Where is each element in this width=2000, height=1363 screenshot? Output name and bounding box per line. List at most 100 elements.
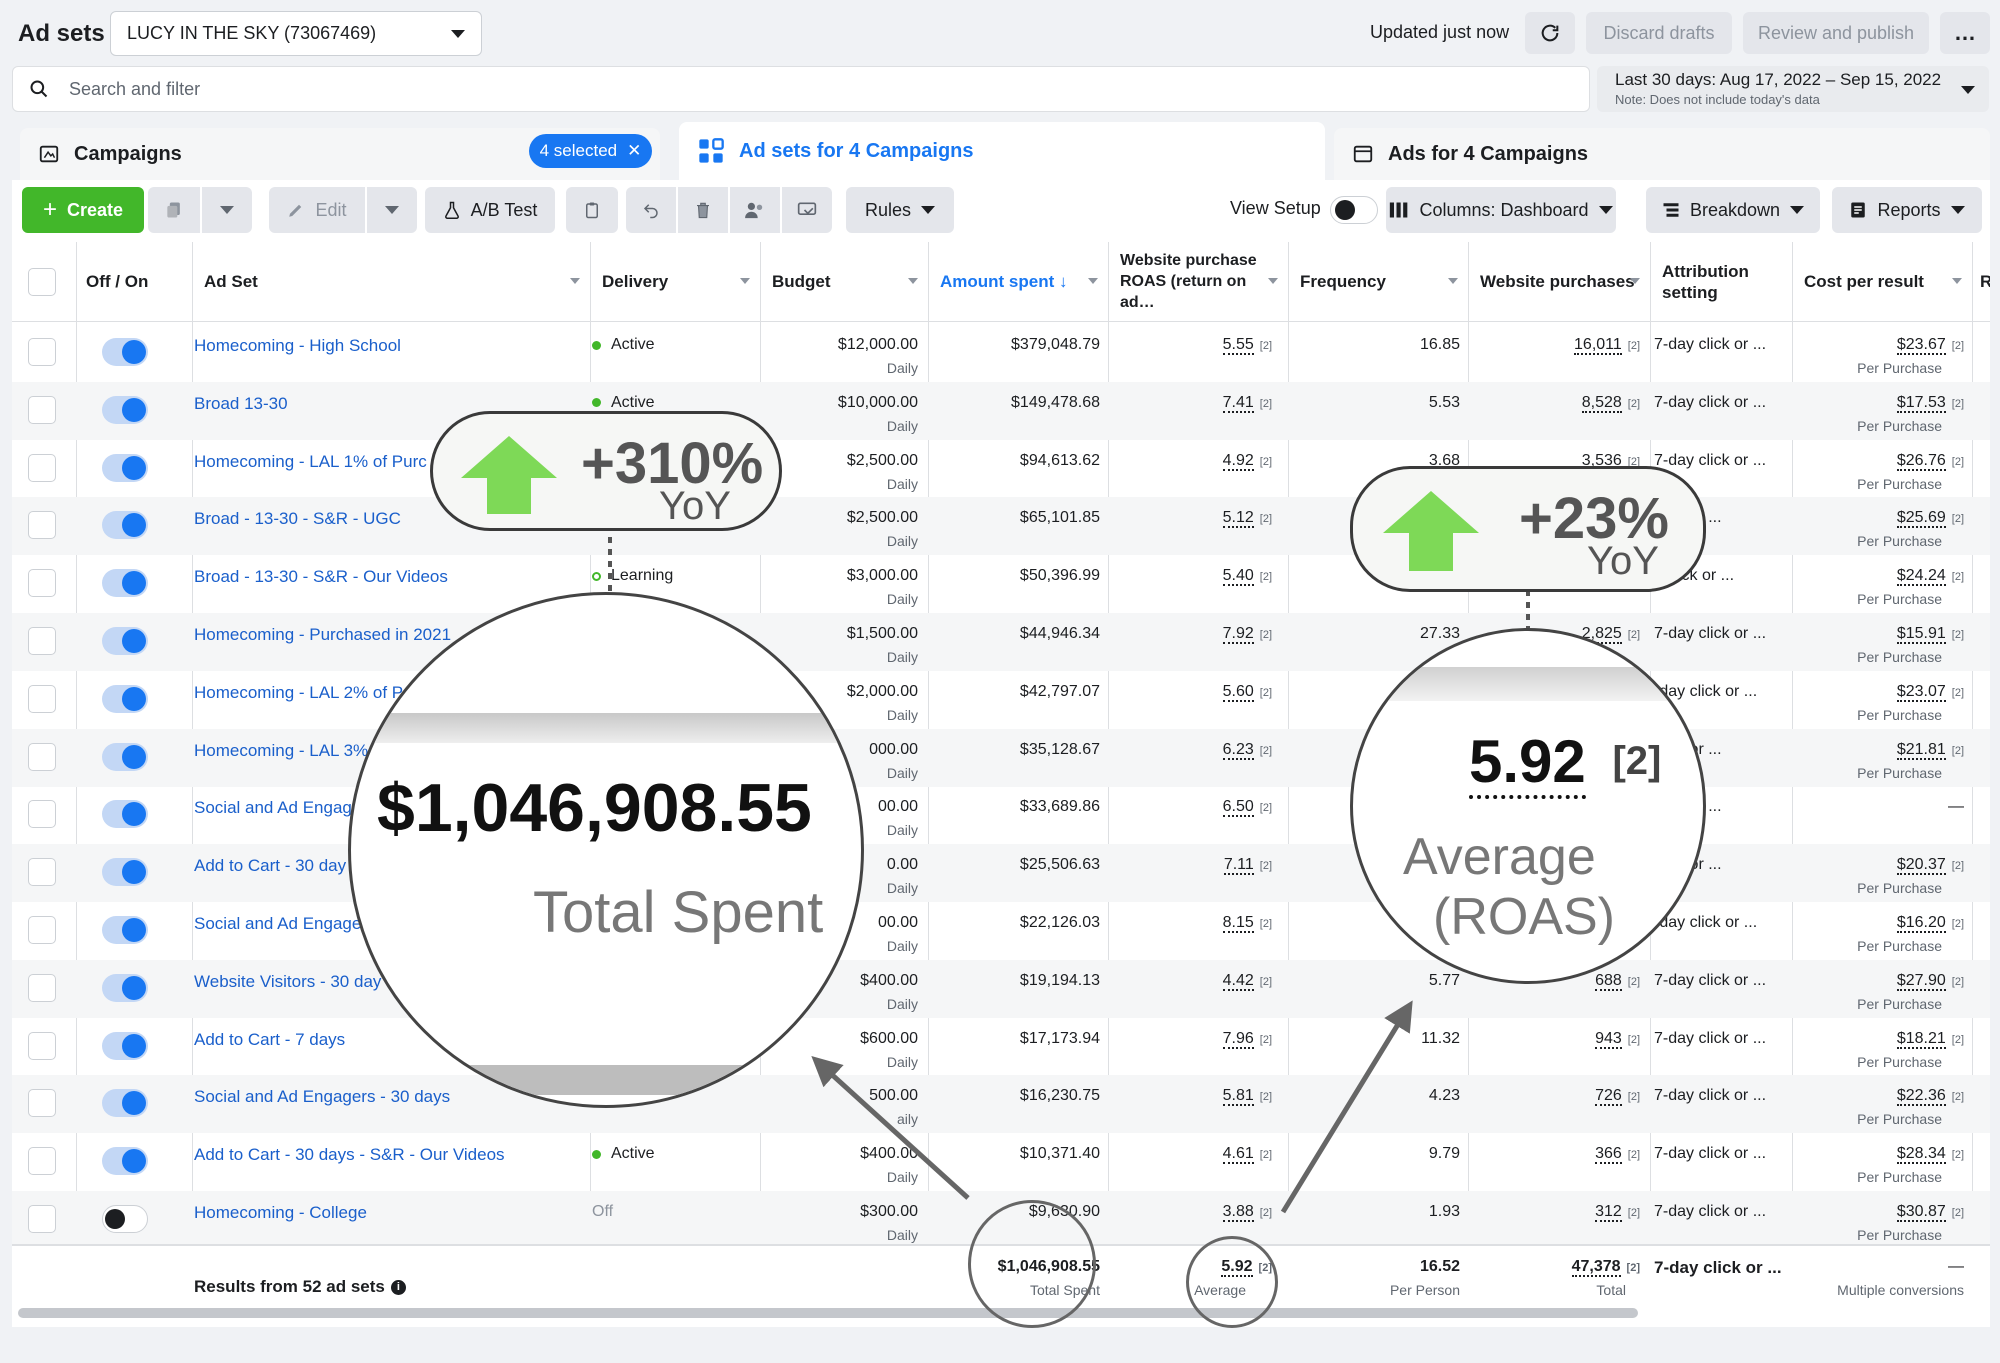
search-input[interactable]: Search and filter bbox=[12, 66, 1590, 112]
tab-adsets[interactable]: Ad sets for 4 Campaigns bbox=[679, 122, 1325, 180]
clipboard-button[interactable] bbox=[566, 187, 618, 233]
discard-drafts-button[interactable]: Discard drafts bbox=[1586, 12, 1732, 54]
col-ad-set[interactable]: Ad Set bbox=[192, 242, 590, 322]
table-row[interactable]: Social and Ad Engag 00.00 Daily $33,689.86 6… bbox=[12, 786, 1990, 844]
table-row[interactable]: Homecoming - Purchased in 2021 $1,500.00 D… bbox=[12, 613, 1990, 671]
table-row[interactable]: Add to Cart - 30 days - S&R - Our Videos… bbox=[12, 1133, 1990, 1191]
select-all-checkbox[interactable] bbox=[28, 268, 56, 296]
row-checkbox[interactable] bbox=[28, 916, 56, 944]
table-row[interactable]: Social and Ad Engagers - 30 days 500.00 ai… bbox=[12, 1075, 1990, 1134]
col-budget[interactable]: Budget bbox=[760, 242, 928, 322]
row-checkbox[interactable] bbox=[28, 395, 56, 424]
account-select[interactable]: LUCY IN THE SKY (73067469) bbox=[110, 11, 482, 56]
row-checkbox[interactable] bbox=[28, 453, 56, 482]
col-purchases[interactable]: Website purchases bbox=[1468, 242, 1650, 322]
edit-dropdown-button[interactable] bbox=[367, 187, 417, 233]
more-options-button[interactable]: … bbox=[1940, 12, 1990, 54]
reports-button[interactable]: Reports bbox=[1832, 187, 1982, 233]
table-row[interactable]: Website Visitors - 30 day $400.00 Daily $19… bbox=[12, 959, 1990, 1018]
table-row[interactable]: Homecoming - High School Active $12,000.00… bbox=[12, 324, 1990, 382]
ad-set-name-link[interactable]: Homecoming - College bbox=[194, 1203, 367, 1222]
ad-set-name-link[interactable]: Broad - 13-30 - S&R - Our Videos bbox=[194, 567, 448, 587]
ad-set-name-link[interactable]: Homecoming - LAL 1% of Purc bbox=[194, 451, 427, 471]
review-and-publish-button[interactable]: Review and publish bbox=[1743, 12, 1929, 54]
table-row[interactable]: Add to Cart - 7 days $600.00 Daily $17,173.… bbox=[12, 1018, 1990, 1076]
row-checkbox[interactable] bbox=[28, 511, 56, 540]
row-checkbox[interactable] bbox=[28, 684, 56, 713]
horizontal-scrollbar[interactable] bbox=[18, 1308, 1638, 1318]
preview-button[interactable] bbox=[782, 187, 832, 233]
col-off-on[interactable]: Off / On bbox=[76, 242, 192, 322]
ad-set-name-link[interactable]: Social and Ad Engage bbox=[194, 914, 362, 933]
tab-ads[interactable]: Ads for 4 Campaigns bbox=[1334, 128, 1990, 180]
close-icon[interactable]: ✕ bbox=[627, 141, 642, 160]
ad-set-name-link[interactable]: Social and Ad Engag bbox=[194, 798, 352, 818]
row-checkbox[interactable] bbox=[28, 1205, 56, 1233]
table-row[interactable]: Homecoming - LAL 1% of Purc $2,500.00 Dail… bbox=[12, 440, 1990, 498]
row-checkbox[interactable] bbox=[28, 627, 56, 655]
date-range-picker[interactable]: Last 30 days: Aug 17, 2022 – Sep 15, 202… bbox=[1597, 66, 1989, 112]
create-button[interactable]: + Create bbox=[22, 187, 144, 233]
edit-button[interactable]: Edit bbox=[269, 187, 365, 233]
undo-button[interactable] bbox=[626, 187, 676, 233]
row-checkbox[interactable] bbox=[28, 1031, 56, 1060]
ad-set-name-link[interactable]: Homecoming - Purchased in 2021 bbox=[194, 625, 452, 644]
row-on-off-toggle[interactable] bbox=[102, 916, 148, 944]
rules-button[interactable]: Rules bbox=[846, 187, 954, 233]
col-amount-spent[interactable]: Amount spent ↓ bbox=[928, 242, 1108, 322]
table-row[interactable]: Homecoming - LAL 2% of P $2,000.00 Daily $4… bbox=[12, 671, 1990, 729]
duplicate-button[interactable] bbox=[148, 187, 200, 233]
row-on-off-toggle[interactable] bbox=[102, 684, 148, 713]
ad-set-name-link[interactable]: Homecoming - High School bbox=[194, 336, 401, 355]
ab-test-button[interactable]: A/B Test bbox=[425, 187, 555, 233]
row-on-off-toggle[interactable] bbox=[102, 1089, 148, 1118]
row-checkbox[interactable] bbox=[28, 858, 56, 887]
col-attribution[interactable]: Attribution setting bbox=[1650, 242, 1792, 322]
row-on-off-toggle[interactable] bbox=[102, 569, 148, 598]
table-row[interactable]: Broad 13-30 Active $10,000.00 Daily $149,478… bbox=[12, 381, 1990, 440]
ad-set-name-link[interactable]: Homecoming - LAL 3% bbox=[194, 740, 369, 760]
col-cost-per-result[interactable]: Cost per result bbox=[1792, 242, 1972, 322]
row-checkbox[interactable] bbox=[28, 742, 56, 771]
row-on-off-toggle[interactable] bbox=[102, 338, 148, 366]
row-on-off-toggle[interactable] bbox=[102, 858, 148, 887]
view-setup-toggle[interactable] bbox=[1330, 196, 1378, 224]
refresh-button[interactable] bbox=[1525, 12, 1575, 54]
row-checkbox[interactable] bbox=[28, 800, 56, 829]
delete-button[interactable] bbox=[678, 187, 728, 233]
breakdown-button[interactable]: Breakdown bbox=[1646, 187, 1820, 233]
row-checkbox[interactable] bbox=[28, 569, 56, 598]
col-extra[interactable]: R bbox=[1972, 242, 1990, 322]
ad-set-name-link[interactable]: Website Visitors - 30 day bbox=[194, 971, 382, 991]
duplicate-dropdown-button[interactable] bbox=[202, 187, 252, 233]
row-on-off-toggle[interactable] bbox=[102, 800, 148, 829]
audience-button[interactable] bbox=[730, 187, 780, 233]
ad-set-name-link[interactable]: Broad 13-30 bbox=[194, 393, 288, 413]
table-row[interactable]: Social and Ad Engage 00.00 Daily $22,126.03… bbox=[12, 902, 1990, 960]
row-on-off-toggle[interactable] bbox=[102, 511, 148, 540]
row-on-off-toggle[interactable] bbox=[102, 973, 148, 1002]
columns-button[interactable]: Columns: Dashboard bbox=[1386, 187, 1616, 233]
ad-set-name-link[interactable]: Add to Cart - 30 days - S&R - Our Videos bbox=[194, 1145, 505, 1165]
row-checkbox[interactable] bbox=[28, 1089, 56, 1118]
row-on-off-toggle[interactable] bbox=[102, 627, 148, 655]
row-checkbox[interactable] bbox=[28, 1147, 56, 1176]
selected-filter-pill[interactable]: 4 selected ✕ bbox=[529, 134, 652, 168]
col-frequency[interactable]: Frequency bbox=[1288, 242, 1468, 322]
row-on-off-toggle[interactable] bbox=[102, 1031, 148, 1060]
row-on-off-toggle[interactable] bbox=[102, 453, 148, 482]
ad-set-name-link[interactable]: Add to Cart - 30 day bbox=[194, 856, 347, 876]
row-on-off-toggle[interactable] bbox=[102, 395, 148, 424]
ad-set-name-link[interactable]: Add to Cart - 7 days bbox=[194, 1029, 346, 1049]
col-delivery[interactable]: Delivery bbox=[590, 242, 760, 322]
table-row[interactable]: Broad - 13-30 - S&R - Our Videos Learning… bbox=[12, 555, 1990, 613]
row-checkbox[interactable] bbox=[28, 338, 56, 366]
ad-set-name-link[interactable]: Broad - 13-30 - S&R - UGC bbox=[194, 509, 401, 529]
ad-set-name-link[interactable]: Homecoming - LAL 2% of P bbox=[194, 682, 404, 702]
info-icon[interactable]: i bbox=[390, 1279, 406, 1295]
col-roas[interactable]: Website purchase ROAS (return on ad… bbox=[1108, 242, 1288, 322]
row-checkbox[interactable] bbox=[28, 973, 56, 1002]
row-on-off-toggle[interactable] bbox=[102, 742, 148, 771]
row-on-off-toggle[interactable] bbox=[102, 1147, 148, 1176]
row-on-off-toggle[interactable] bbox=[102, 1205, 148, 1233]
